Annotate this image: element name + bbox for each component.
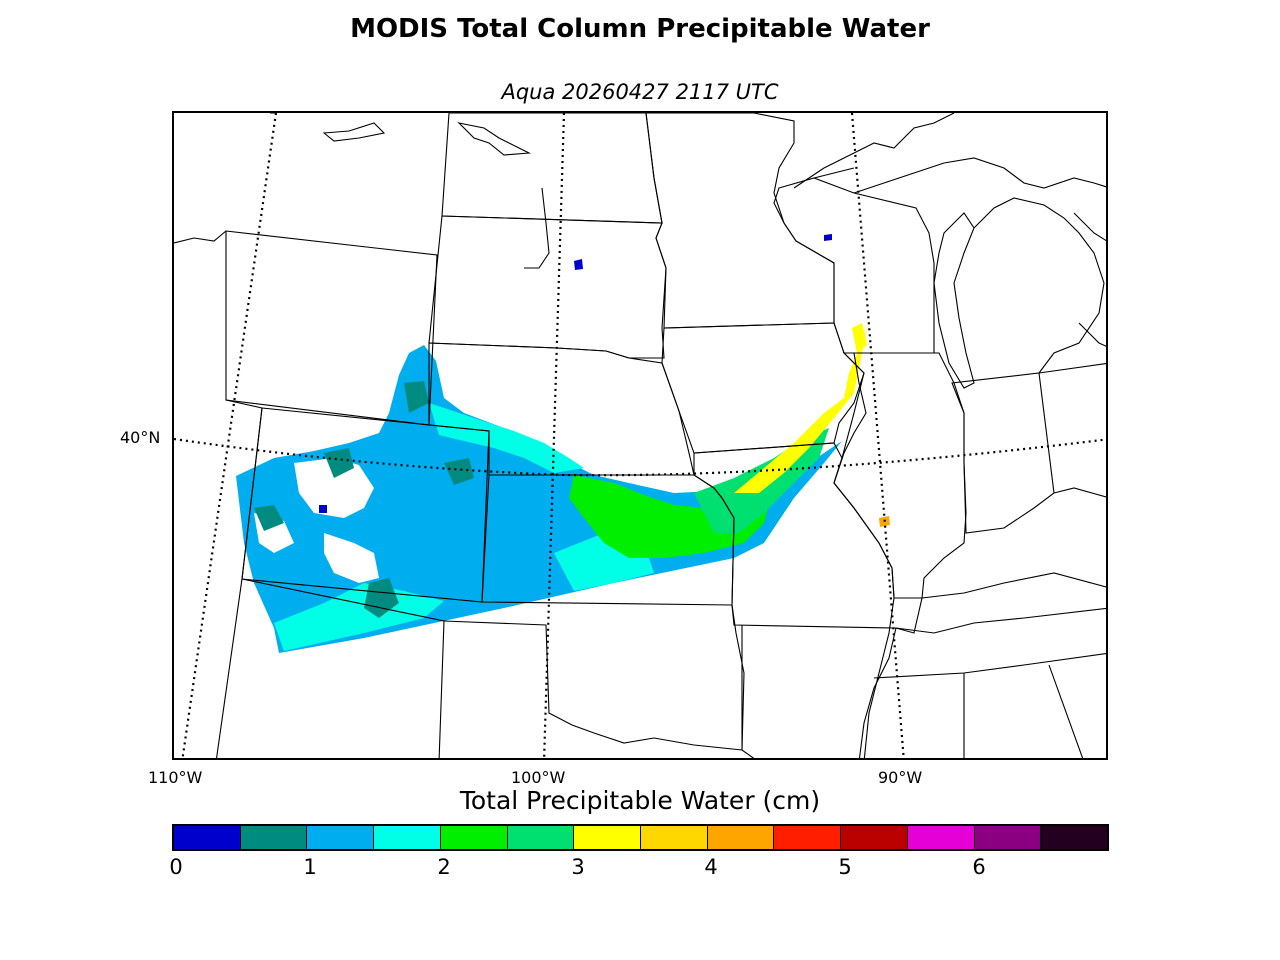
new-mexico-border — [241, 578, 445, 758]
tpw-green-band — [569, 475, 774, 558]
lake-michigan — [933, 212, 975, 389]
colorbar-tick-0: 0 — [169, 855, 183, 879]
colorbar-title: Total Precipitable Water (cm) — [459, 786, 821, 815]
colorbar-swatch-12 — [974, 826, 1042, 849]
colorbar-swatch-3 — [374, 826, 441, 849]
tpw-teal-5 — [444, 458, 474, 485]
missouri-river — [524, 187, 550, 269]
tpw-blue-speck-3 — [319, 505, 327, 513]
tpw-teal-2 — [324, 448, 354, 478]
utah-border — [216, 399, 263, 758]
colorbar-swatch-7 — [641, 826, 708, 849]
colorbar-swatch-4 — [440, 826, 508, 849]
indiana-border — [951, 372, 1055, 534]
colorbar-swatch-9 — [774, 826, 842, 849]
lon-label-90w: 90°W — [878, 768, 923, 787]
colorbar-swatch-13 — [1041, 826, 1108, 849]
tpw-gap-1 — [294, 458, 374, 518]
oklahoma-border — [443, 604, 755, 758]
tpw-swath-blue — [236, 345, 842, 653]
colorbar-swatch-6 — [574, 826, 642, 849]
map-panel — [172, 111, 1108, 760]
tpw-teal-1 — [364, 578, 399, 618]
colorbar-swatch-2 — [307, 826, 375, 849]
lon-label-100w: 100°W — [511, 768, 566, 787]
iowa-border — [661, 322, 865, 454]
arkansas-border — [741, 625, 897, 758]
tpw-blue-speck-2 — [824, 234, 832, 241]
lat-label-40n: 40°N — [120, 428, 161, 447]
lake-superior — [793, 113, 955, 189]
colorbar-tick-6: 6 — [972, 855, 986, 879]
tpw-gap-2 — [324, 533, 379, 583]
colorbar-swatch-0 — [174, 826, 241, 849]
lon-line-110w — [181, 113, 278, 758]
tpw-teal-3 — [254, 505, 284, 531]
tennessee-border — [873, 653, 1106, 679]
tpw-yellow-north — [852, 323, 867, 353]
north-dakota-border — [441, 113, 663, 224]
kentucky-border — [895, 572, 1106, 634]
colorbar-swatch-5 — [507, 826, 575, 849]
tpw-field — [236, 234, 890, 653]
lake-of-woods — [322, 122, 386, 142]
mississippi-river — [833, 352, 895, 758]
montana-border — [174, 113, 276, 244]
ohio-border — [1038, 363, 1106, 498]
tpw-blue-speck-1 — [574, 259, 583, 270]
colorbar — [172, 824, 1109, 851]
graticule — [174, 113, 1106, 758]
lon-label-110w: 110°W — [148, 768, 203, 787]
boundaries — [174, 113, 1106, 758]
colorbar-tick-4: 4 — [704, 855, 718, 879]
colorbar-tick-1: 1 — [303, 855, 317, 879]
lat-line-40n — [174, 437, 1106, 477]
colorbar-tick-2: 2 — [437, 855, 451, 879]
colorbar-tick-3: 3 — [571, 855, 585, 879]
wisconsin-border — [773, 177, 935, 354]
colorbar-swatch-11 — [907, 826, 975, 849]
michigan-upper — [853, 157, 1106, 194]
lon-line-90w — [850, 113, 905, 758]
colorbar-swatch-1 — [240, 826, 308, 849]
chart-subtitle: Aqua 20260427 2117 UTC — [501, 80, 779, 104]
south-border-lines — [963, 664, 1084, 758]
map-canvas — [174, 113, 1106, 758]
tpw-swath-cyan-west — [274, 583, 444, 651]
tpw-swath-cyan-north — [429, 403, 584, 473]
tpw-yellow-band — [734, 318, 869, 493]
tpw-teal-4 — [404, 381, 429, 413]
colorbar-tick-5: 5 — [838, 855, 852, 879]
lake-red — [457, 122, 532, 156]
colorbar-swatch-8 — [707, 826, 775, 849]
michigan-lower — [973, 197, 1105, 374]
chart-title: MODIS Total Column Precipitable Water — [350, 14, 930, 44]
minnesota-border — [645, 113, 835, 329]
lake-huron — [1073, 212, 1106, 347]
colorbar-swatch-10 — [841, 826, 908, 849]
